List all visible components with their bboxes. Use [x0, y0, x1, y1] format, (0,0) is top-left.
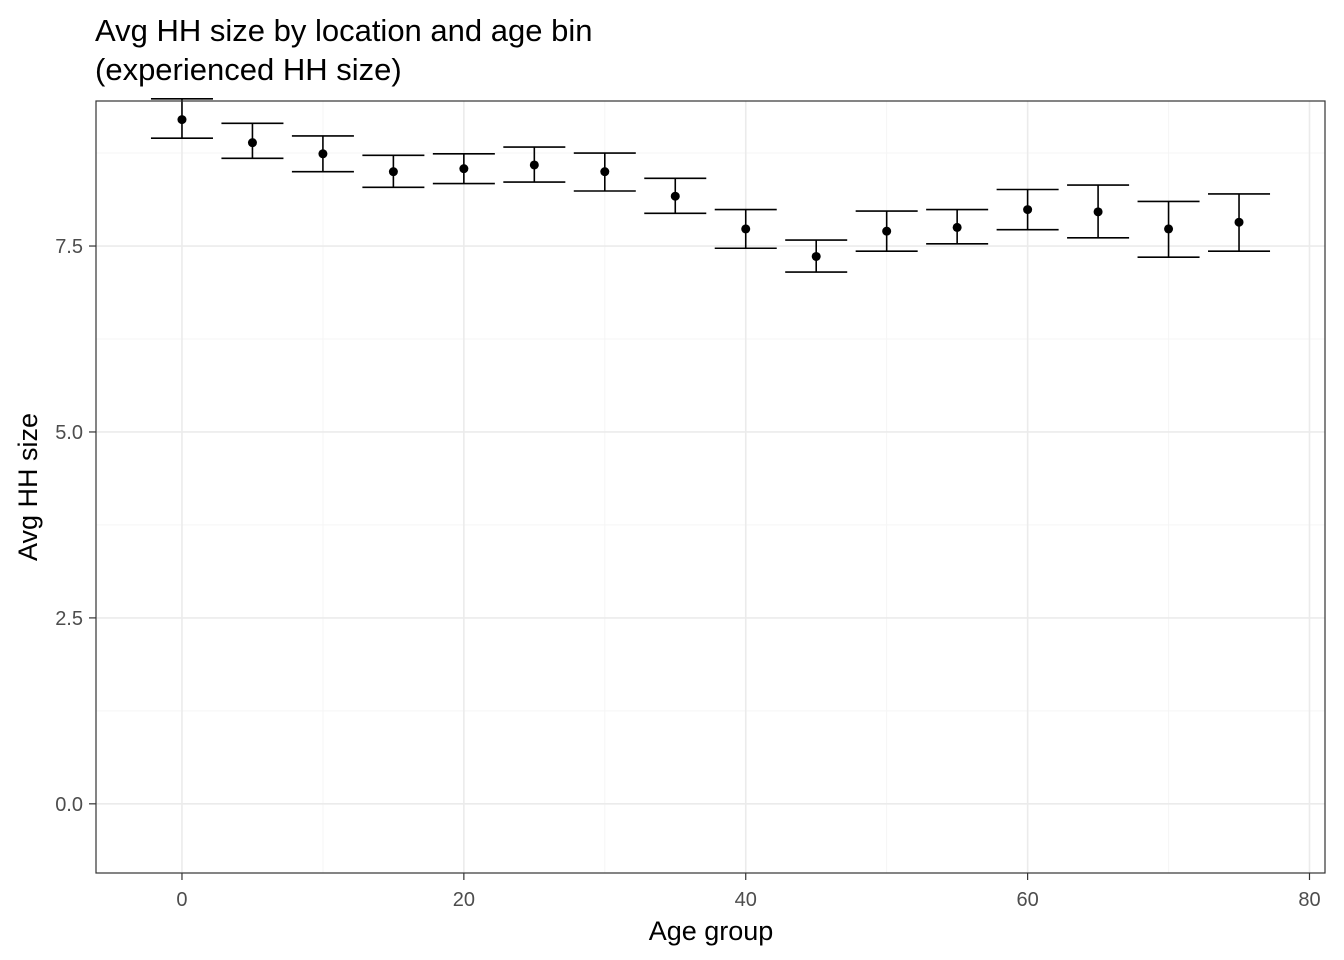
- x-tick-label: 20: [453, 889, 475, 911]
- data-point: [177, 115, 187, 125]
- data-point: [882, 226, 892, 236]
- data-point: [1093, 207, 1103, 217]
- x-tick-label: 0: [176, 889, 187, 911]
- data-point: [952, 222, 962, 232]
- data-point: [1023, 205, 1033, 215]
- y-tick-label: 7.5: [55, 236, 83, 258]
- x-axis-title: Age group: [649, 916, 774, 946]
- data-point: [529, 160, 539, 170]
- y-tick-label: 0.0: [55, 794, 83, 816]
- y-tick-label: 2.5: [55, 608, 83, 630]
- data-point: [318, 149, 328, 159]
- data-point: [1164, 224, 1174, 234]
- minor-gridlines: [96, 101, 1325, 873]
- data-points: [177, 115, 1244, 261]
- x-tick-label: 80: [1298, 889, 1320, 911]
- y-axis-title: Avg HH size: [13, 413, 43, 561]
- y-axis: 0.0 2.5 5.0 7.5: [55, 236, 96, 816]
- data-point: [247, 138, 257, 148]
- data-point: [600, 167, 610, 177]
- data-point: [459, 164, 469, 174]
- data-point: [670, 191, 680, 201]
- chart-title-line-2: (experienced HH size): [95, 52, 402, 87]
- major-gridlines: [96, 101, 1325, 873]
- error-bars: [150, 97, 1271, 273]
- data-point: [741, 224, 751, 234]
- x-tick-label: 60: [1016, 889, 1038, 911]
- x-tick-label: 40: [735, 889, 757, 911]
- x-axis: 0 20 40 60 80: [176, 873, 1321, 911]
- data-point: [1234, 217, 1244, 227]
- plot-panel: [95, 97, 1326, 874]
- panel-border: [95, 100, 1326, 874]
- chart-title-line-1: Avg HH size by location and age bin: [95, 13, 592, 48]
- y-tick-label: 5.0: [55, 422, 83, 444]
- data-point: [811, 251, 821, 261]
- data-point: [388, 167, 398, 177]
